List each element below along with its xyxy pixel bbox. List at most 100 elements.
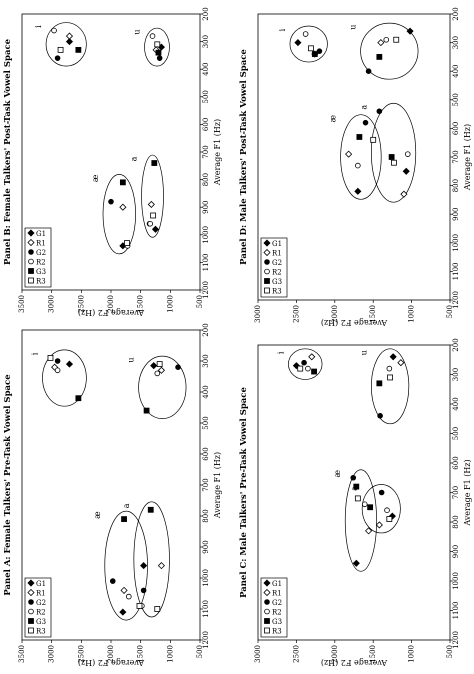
f2-tick-label: 1000 <box>408 645 416 663</box>
f2-tick-label: 1500 <box>369 645 377 663</box>
f1-tick-label: 600 <box>452 122 460 135</box>
data-point-g3 <box>356 134 363 140</box>
f1-tick-label: 200 <box>202 323 210 336</box>
f2-tick-label: 1500 <box>369 305 377 323</box>
f1-tick-label: 200 <box>452 7 460 20</box>
vowel-cluster-outline <box>370 102 417 203</box>
legend-marker-r1 <box>27 588 35 597</box>
data-point-g3 <box>119 179 126 186</box>
data-point-g1 <box>65 360 74 368</box>
legend-label: R2 <box>272 609 282 617</box>
legend-marker-g3 <box>264 618 270 624</box>
legend-marker-r3 <box>28 277 34 284</box>
data-point-r1 <box>397 359 405 367</box>
vowel-cluster-outline <box>45 22 87 67</box>
f1-tick-label: 700 <box>452 150 460 163</box>
data-point-g2 <box>54 358 61 364</box>
f2-tick-label: 3000 <box>254 645 262 663</box>
data-point-g1 <box>354 187 362 195</box>
data-point-g2 <box>54 55 61 61</box>
f1-tick-label: 900 <box>202 540 210 553</box>
data-point-r3 <box>136 603 143 609</box>
data-point-r3 <box>386 516 393 522</box>
data-point-r2 <box>149 33 156 39</box>
f1-tick-label: 900 <box>452 545 460 558</box>
legend-label: G2 <box>36 599 46 607</box>
legend-marker-r2 <box>28 258 34 265</box>
legend-label: R2 <box>36 609 46 617</box>
data-point-r3 <box>387 374 393 381</box>
vowel-cluster-outline <box>360 22 419 80</box>
f2-tick-label: 3500 <box>18 295 26 313</box>
data-point-g2 <box>108 198 114 205</box>
f1-tick-label: 1100 <box>452 262 460 280</box>
data-point-r1 <box>375 521 383 529</box>
data-point-r1 <box>65 32 74 40</box>
data-point-r3 <box>154 41 161 48</box>
vowel-cluster-outline <box>370 348 410 425</box>
vowel-cluster-outline <box>138 355 187 419</box>
vowel-cluster-outline <box>104 510 148 621</box>
f1-tick-label: 1200 <box>202 281 210 299</box>
legend-label: G2 <box>272 259 282 267</box>
vowel-label: a <box>130 156 139 161</box>
data-point-r2 <box>126 593 132 600</box>
f2-tick-label: 3000 <box>48 645 56 663</box>
f1-tick-label: 1000 <box>452 572 460 590</box>
vowel-cluster-outline <box>141 154 164 238</box>
f1-tick-label: 1200 <box>202 631 210 649</box>
data-point-r1 <box>308 353 316 361</box>
f1-tick-label: 300 <box>452 36 460 49</box>
f1-tick-label: 300 <box>202 35 210 48</box>
f2-axis-label: Average F2 (Hz) <box>78 308 145 317</box>
data-point-r2 <box>384 507 390 514</box>
data-point-r3 <box>297 365 304 372</box>
f2-tick-label: 500 <box>196 295 204 308</box>
legend-label: G1 <box>272 580 282 588</box>
data-point-g3 <box>388 154 395 160</box>
data-point-g1 <box>140 562 148 570</box>
legend-label: G3 <box>36 618 46 626</box>
legend-label: G2 <box>272 599 282 607</box>
f2-tick-label: 3000 <box>48 295 56 313</box>
data-point-r2 <box>361 501 368 508</box>
legend-marker-g1 <box>27 579 35 587</box>
legend-marker-g1 <box>27 229 35 237</box>
f1-tick-label: 500 <box>452 93 460 106</box>
data-point-r2 <box>404 151 411 157</box>
panel-a: Panel A: Female Talkers' Pre-Task Vowel … <box>3 323 222 667</box>
data-point-g1 <box>402 167 410 175</box>
f1-tick-label: 1000 <box>202 226 210 244</box>
panel-c: Panel C: Male Talkers' Pre-Task Vowel Sp… <box>239 338 472 667</box>
legend-box <box>24 227 52 288</box>
legend-label: R2 <box>36 259 46 267</box>
data-point-g2 <box>156 55 163 61</box>
data-point-r1 <box>119 203 127 211</box>
legend-label: R1 <box>36 590 46 598</box>
legend-marker-g2 <box>28 599 34 605</box>
legend-label: G1 <box>36 230 46 238</box>
f1-tick-label: 400 <box>452 65 460 78</box>
f2-tick-label: 1500 <box>137 295 145 313</box>
legend-marker-g3 <box>264 278 270 284</box>
f1-tick-label: 800 <box>202 173 210 186</box>
legend-label: R3 <box>36 628 46 636</box>
legend-marker-g2 <box>264 599 270 605</box>
data-point-r3 <box>156 361 163 368</box>
data-point-r1 <box>157 562 165 570</box>
data-point-g2 <box>377 412 383 419</box>
data-point-g2 <box>378 489 385 496</box>
vowel-label: æ <box>333 470 342 478</box>
data-point-g1 <box>65 38 74 46</box>
f1-tick-label: 400 <box>202 63 210 76</box>
vowel-label: i <box>30 352 39 355</box>
f2-tick-label: 2500 <box>292 305 300 323</box>
data-point-r1 <box>157 366 165 374</box>
panel-title: Panel D: Male Talkers' Post-Task Vowel S… <box>239 49 249 265</box>
f1-tick-label: 500 <box>202 416 210 429</box>
legend-label: G3 <box>272 278 282 286</box>
panel-b: Panel B: Female Talkers' Post-Task Vowel… <box>3 7 222 317</box>
data-point-r2 <box>305 365 311 372</box>
data-point-g1 <box>389 353 397 361</box>
